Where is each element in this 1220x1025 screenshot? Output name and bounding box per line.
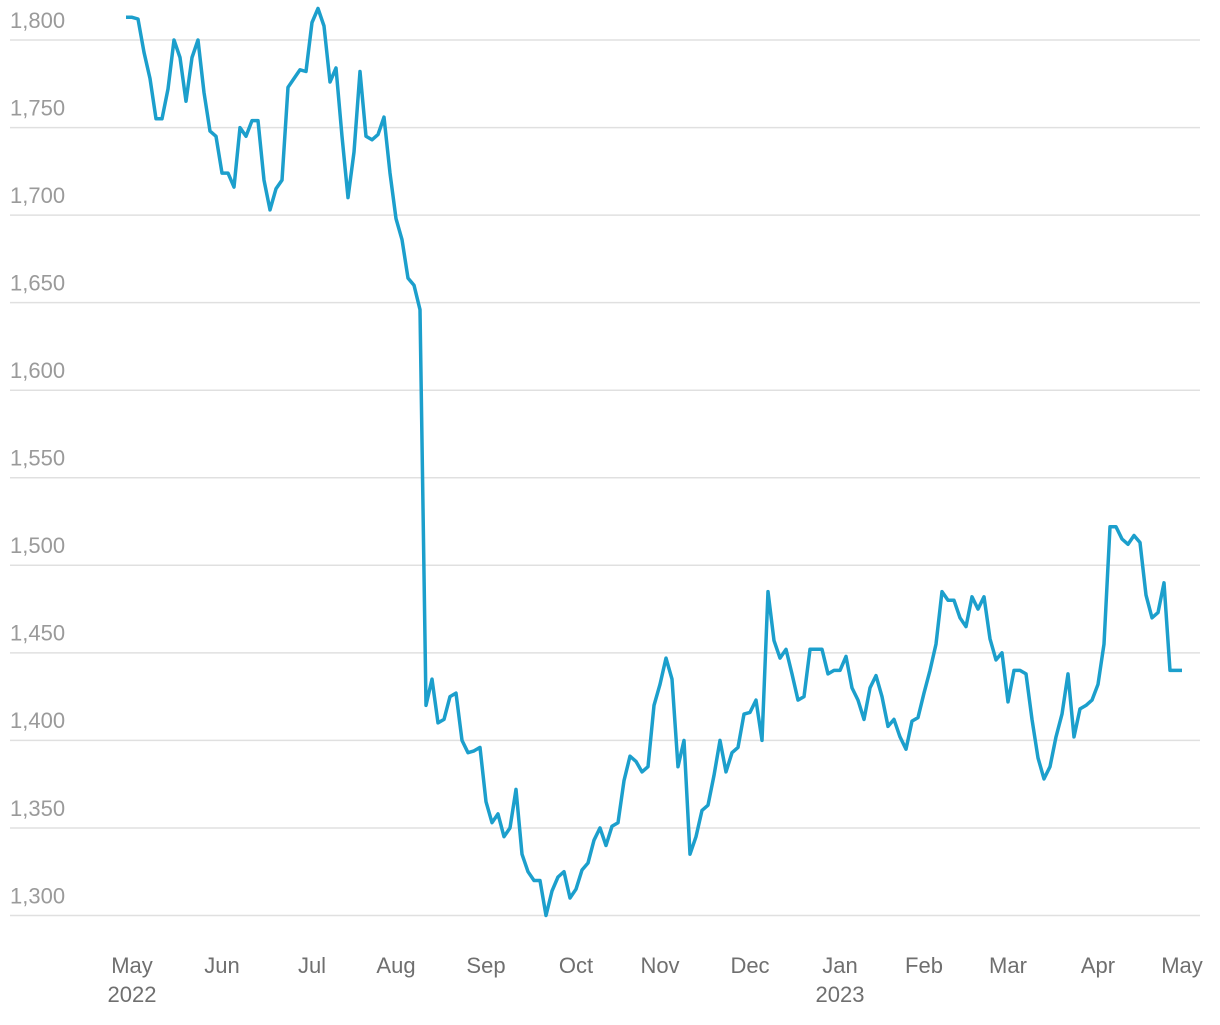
x-tick-label: Feb <box>905 953 943 978</box>
x-year-label: 2023 <box>816 982 865 1007</box>
x-tick-label: Sep <box>466 953 505 978</box>
y-tick-label: 1,600 <box>10 358 65 383</box>
y-tick-label: 1,650 <box>10 270 65 295</box>
x-tick-label: May <box>1161 953 1203 978</box>
x-tick-label: Jun <box>204 953 239 978</box>
x-tick-label: Apr <box>1081 953 1115 978</box>
x-tick-label: Dec <box>730 953 769 978</box>
x-tick-label: May <box>111 953 153 978</box>
x-tick-label: Jan <box>822 953 857 978</box>
x-tick-label: Mar <box>989 953 1027 978</box>
y-tick-label: 1,350 <box>10 796 65 821</box>
x-tick-label: Nov <box>640 953 679 978</box>
x-tick-label: Oct <box>559 953 593 978</box>
x-tick-label: Aug <box>376 953 415 978</box>
price-line <box>126 6 1182 918</box>
y-tick-label: 1,800 <box>10 8 65 33</box>
x-year-label: 2022 <box>108 982 157 1007</box>
y-tick-label: 1,300 <box>10 883 65 908</box>
y-tick-label: 1,500 <box>10 533 65 558</box>
y-tick-label: 1,750 <box>10 95 65 120</box>
y-tick-label: 1,550 <box>10 446 65 471</box>
y-tick-label: 1,400 <box>10 708 65 733</box>
x-tick-label: Jul <box>298 953 326 978</box>
y-tick-label: 1,450 <box>10 621 65 646</box>
y-tick-label: 1,700 <box>10 183 65 208</box>
